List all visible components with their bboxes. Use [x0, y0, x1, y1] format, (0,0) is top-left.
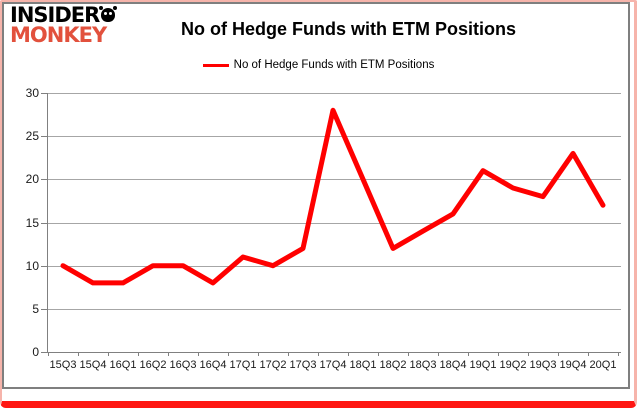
x-axis-label: 15Q3 — [49, 359, 77, 371]
x-axis-label: 16Q4 — [199, 359, 227, 371]
series-line — [60, 107, 606, 286]
x-axis-label: 19Q1 — [469, 359, 497, 371]
x-axis-tick — [498, 352, 499, 356]
x-axis-tick — [588, 352, 589, 356]
y-axis-tick — [41, 222, 47, 224]
x-axis-tick — [408, 352, 409, 356]
x-axis-label: 18Q2 — [379, 359, 407, 371]
y-axis-tick — [41, 93, 47, 94]
x-axis-tick — [618, 352, 619, 356]
x-axis-tick — [78, 352, 79, 356]
insider-monkey-logo: INSIDER MONKEY — [10, 3, 116, 47]
x-axis-label: 16Q2 — [139, 359, 167, 371]
y-axis-label: 0 — [32, 345, 39, 359]
logo-insider-row: INSIDER — [10, 3, 116, 27]
x-axis-label: 19Q3 — [529, 359, 557, 371]
x-axis-tick — [198, 352, 199, 356]
x-axis-tick — [468, 352, 469, 356]
gridline — [48, 265, 621, 267]
x-axis-label: 16Q1 — [109, 359, 137, 371]
y-axis-tick — [41, 308, 47, 310]
x-axis-tick — [378, 352, 379, 356]
y-axis-label: 30 — [25, 86, 39, 100]
x-axis-tick — [438, 352, 439, 356]
x-axis-tick — [228, 352, 229, 356]
y-axis-tick — [41, 136, 47, 138]
x-axis-label: 17Q3 — [289, 359, 317, 371]
x-axis-label: 18Q3 — [409, 359, 437, 371]
gridline — [48, 222, 621, 224]
chart-title: No of Hedge Funds with ETM Positions — [181, 19, 516, 39]
logo-monkey-text: MONKEY — [10, 22, 107, 47]
x-axis-tick — [258, 352, 259, 356]
x-axis-label: 18Q4 — [439, 359, 467, 371]
gridline — [48, 93, 621, 94]
x-axis-label: 18Q1 — [349, 359, 377, 371]
x-axis-tick — [558, 352, 559, 356]
x-axis-tick — [48, 352, 49, 356]
y-axis-label: 5 — [32, 301, 39, 316]
x-axis-label: 16Q3 — [169, 359, 197, 371]
x-axis-label: 15Q4 — [79, 359, 107, 371]
gridline — [48, 308, 621, 310]
y-axis-label: 25 — [25, 129, 39, 144]
x-axis-label: 19Q2 — [499, 359, 527, 371]
y-axis-label: 15 — [25, 215, 39, 230]
x-axis-tick — [168, 352, 169, 356]
x-axis-tick — [528, 352, 529, 356]
plot-area: 0 5 10 15 20 25 30 15Q3 15Q4 16Q1 16Q2 16Q3 16Q4 17Q1… — [26, 86, 621, 371]
x-axis-tick — [318, 352, 319, 356]
x-axis-label: 17Q1 — [229, 359, 257, 371]
y-axis-label: 20 — [25, 172, 39, 187]
x-axis-label: 19Q4 — [559, 359, 587, 371]
y-axis-tick — [41, 179, 47, 181]
x-axis-label: 17Q4 — [319, 359, 347, 371]
gridline — [48, 136, 621, 138]
chart-legend: No of Hedge Funds with ETM Positions — [0, 59, 637, 71]
x-axis-tick — [108, 352, 109, 356]
x-axis-tick — [138, 352, 139, 356]
y-axis-label: 10 — [25, 258, 39, 273]
y-axis-tick — [41, 352, 47, 353]
x-axis-label: 20Q1 — [589, 359, 617, 371]
x-axis-tick — [348, 352, 349, 356]
x-axis-label: 17Q2 — [259, 359, 287, 371]
x-axis-tick — [288, 352, 289, 356]
gridline — [48, 179, 621, 181]
monkey-icon — [99, 6, 116, 22]
y-axis-tick — [41, 265, 47, 267]
legend-line-swatch — [202, 63, 229, 67]
logo-insider-text: INSIDER — [10, 3, 100, 27]
series-line-svg — [60, 107, 606, 286]
legend-label: No of Hedge Funds with ETM Positions — [233, 59, 435, 71]
